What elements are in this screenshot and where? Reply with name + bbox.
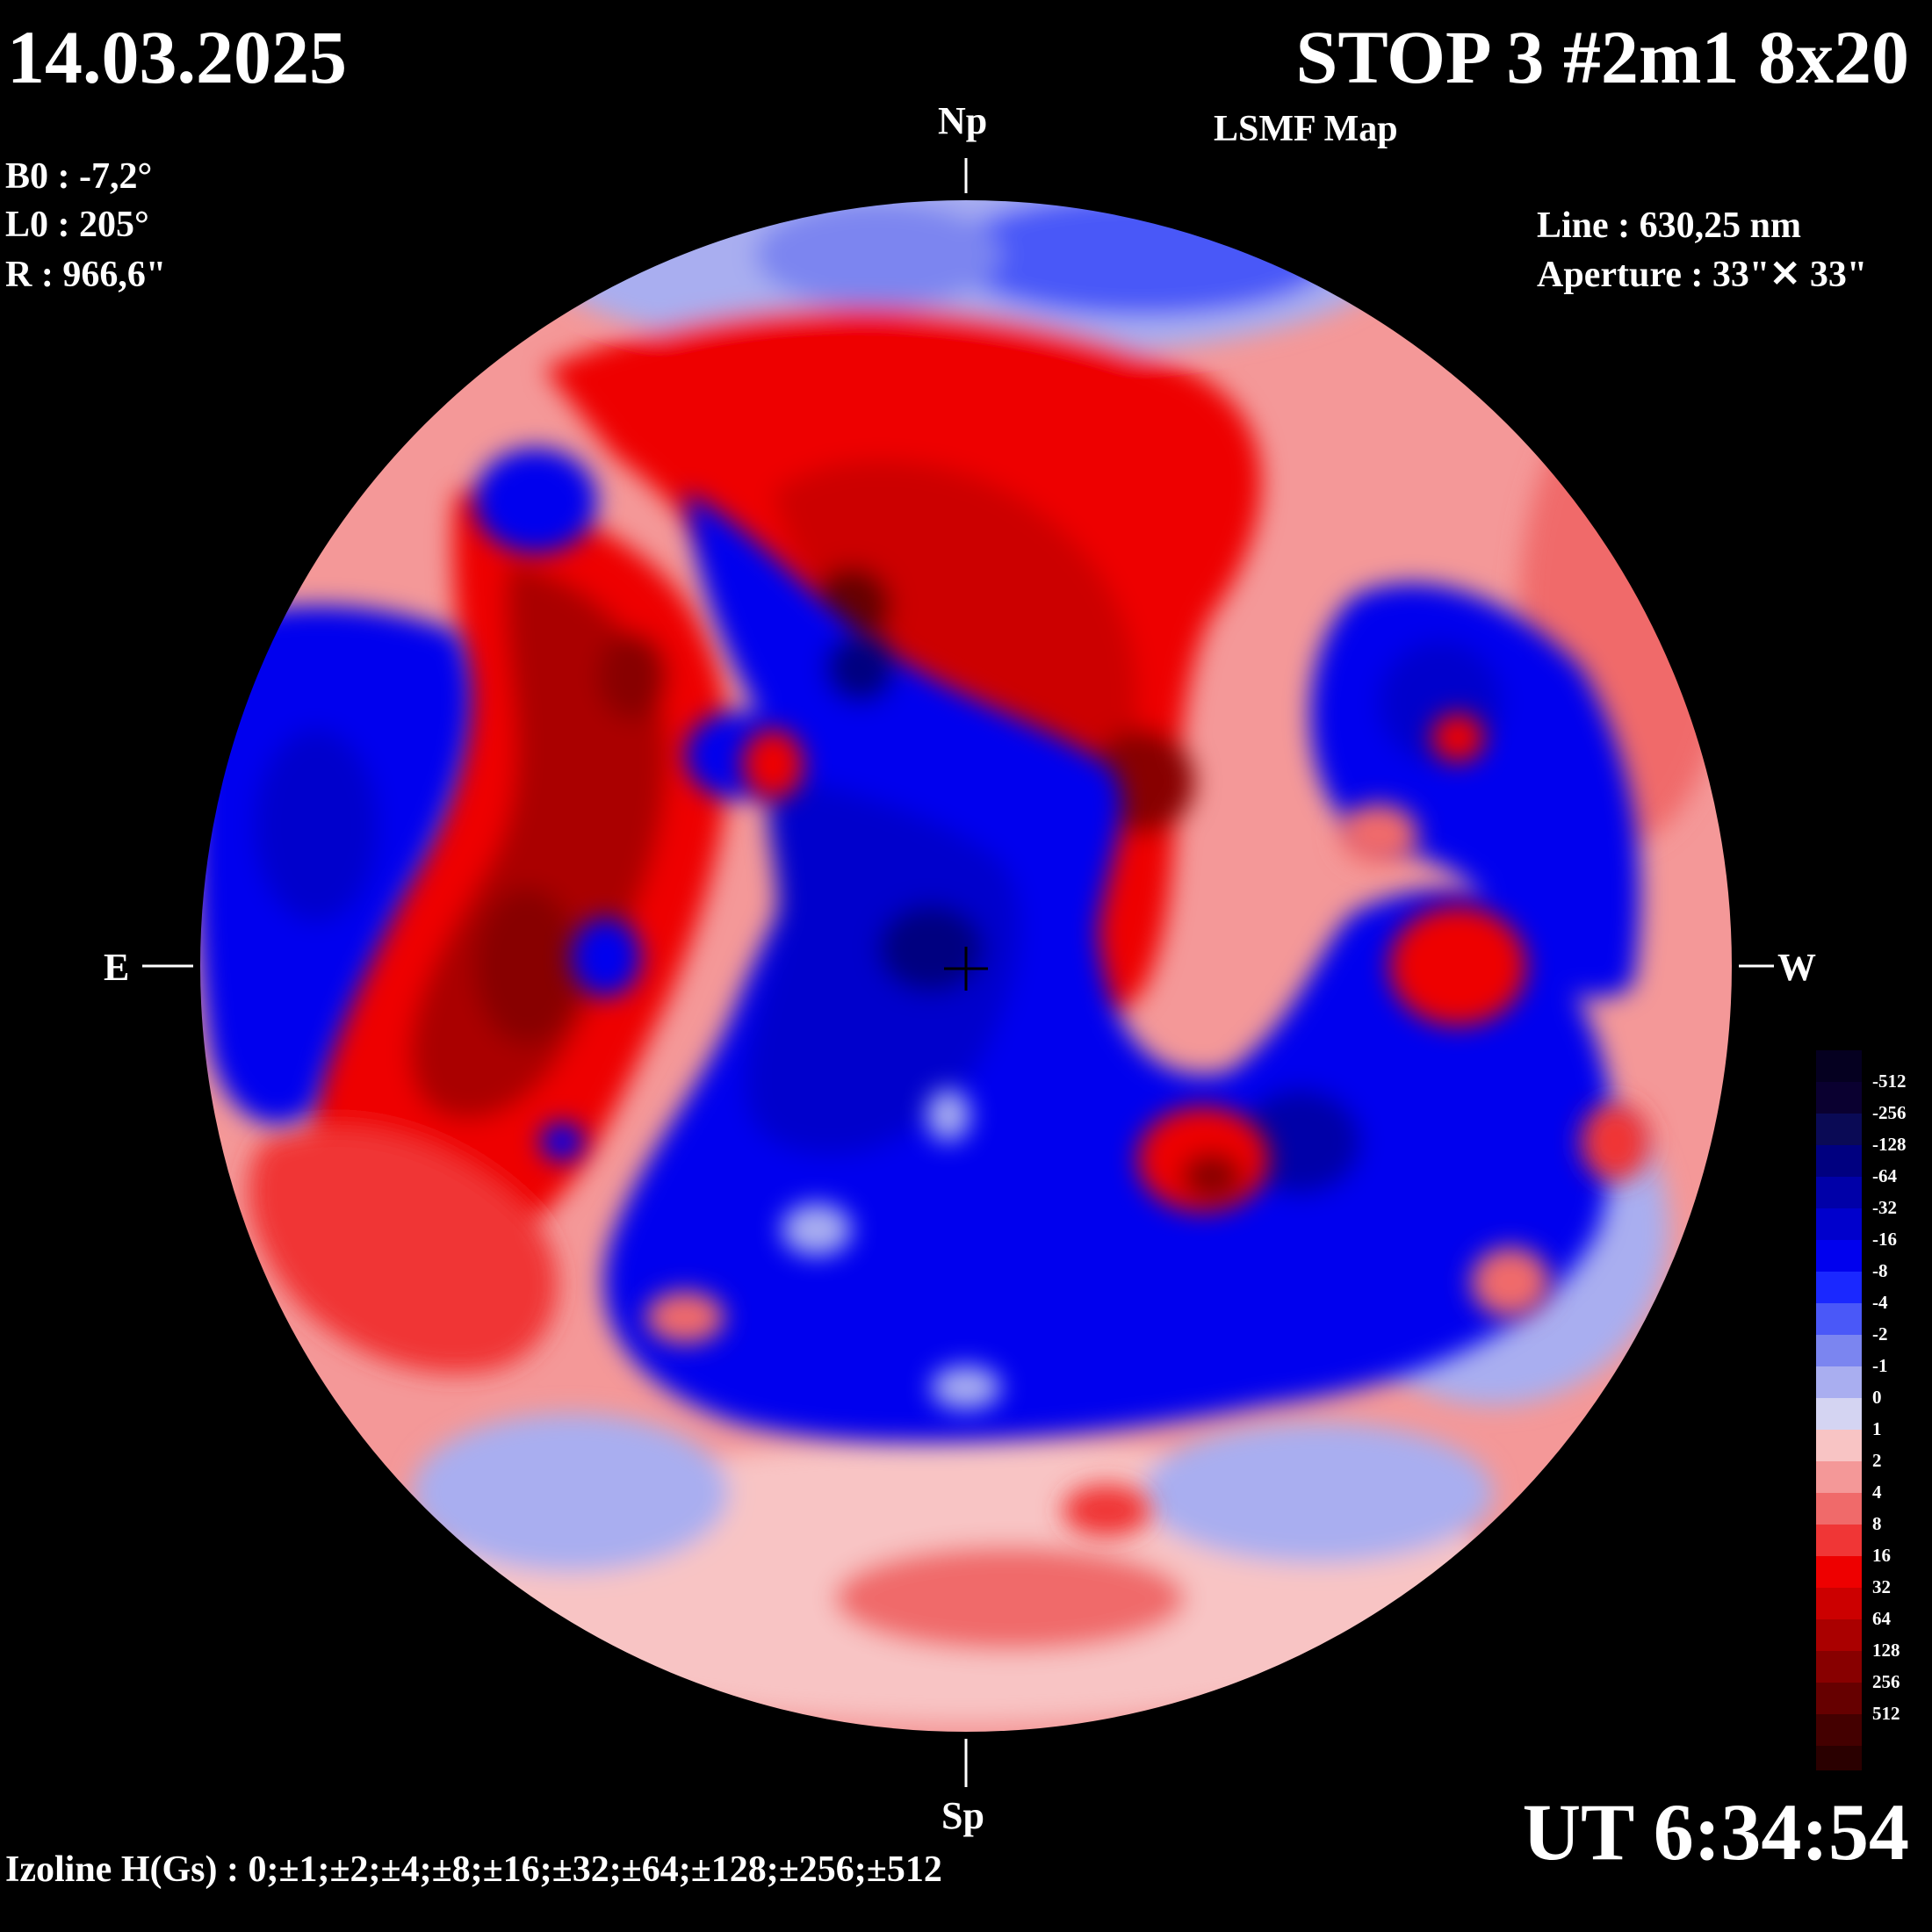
legend-swatch xyxy=(1816,1683,1862,1714)
map-title: STOP 3 #2m1 8x20 xyxy=(1295,15,1909,99)
legend-tick-label: -4 xyxy=(1872,1292,1888,1313)
radius-parameter: R : 966,6" xyxy=(5,255,167,295)
legend-swatch xyxy=(1816,1398,1862,1430)
legend-swatch xyxy=(1816,1114,1862,1145)
legend-tick-label: 128 xyxy=(1872,1640,1900,1661)
spectral-line-label: Line : 630,25 nm xyxy=(1537,205,1802,246)
legend-tick-label: 512 xyxy=(1872,1703,1900,1724)
legend-tick-label: 32 xyxy=(1872,1576,1891,1597)
legend-swatch xyxy=(1816,1619,1862,1651)
legend-tick-label: -1 xyxy=(1872,1355,1888,1376)
legend-swatch xyxy=(1816,1366,1862,1398)
legend-swatch xyxy=(1816,1430,1862,1461)
aperture-label: Aperture : 33"✕ 33" xyxy=(1537,255,1868,295)
color-scale-legend: -512 -256 -128 -64 -32 -16 -8 -4 -2 -1 0 1 2 4 8 16 32 64… xyxy=(1816,1050,1914,1770)
legend-swatch xyxy=(1816,1335,1862,1366)
izoline-levels-label: Izoline H(Gs) : 0;±1;±2;±4;±8;±16;±32;±6… xyxy=(5,1849,942,1890)
legend-swatch xyxy=(1816,1082,1862,1114)
legend-tick-label: 1 xyxy=(1872,1418,1882,1439)
north-pole-label: Np xyxy=(938,99,988,142)
legend-swatch xyxy=(1816,1145,1862,1177)
legend-swatch-top xyxy=(1816,1050,1862,1082)
legend-swatch xyxy=(1816,1588,1862,1619)
date-label: 14.03.2025 xyxy=(7,15,347,99)
legend-tick-label: 16 xyxy=(1872,1545,1891,1566)
legend-swatch xyxy=(1816,1272,1862,1303)
legend-swatch xyxy=(1816,1461,1862,1493)
legend-swatch xyxy=(1816,1303,1862,1335)
legend-swatch xyxy=(1816,1177,1862,1208)
legend-tick-label: -32 xyxy=(1872,1197,1897,1218)
l0-parameter: L0 : 205° xyxy=(5,205,149,245)
west-label: W xyxy=(1777,946,1816,989)
legend-swatch xyxy=(1816,1240,1862,1272)
legend-swatch-bottom xyxy=(1816,1746,1862,1770)
legend-tick-label: -16 xyxy=(1872,1229,1897,1250)
legend-tick-label: -8 xyxy=(1872,1260,1888,1281)
legend-tick-label: -512 xyxy=(1872,1071,1907,1092)
legend-swatch xyxy=(1816,1714,1862,1746)
legend-swatch xyxy=(1816,1208,1862,1240)
legend-tick-label: 0 xyxy=(1872,1387,1882,1408)
legend-tick-label: 4 xyxy=(1872,1481,1882,1503)
legend-tick-label: 2 xyxy=(1872,1450,1882,1471)
legend-swatch xyxy=(1816,1525,1862,1556)
legend-tick-label: 8 xyxy=(1872,1513,1882,1534)
legend-tick-label: -128 xyxy=(1872,1134,1907,1155)
legend-tick-label: 64 xyxy=(1872,1608,1891,1629)
legend-tick-label: -2 xyxy=(1872,1323,1888,1344)
map-subtitle: LSMF Map xyxy=(1214,109,1398,149)
south-pole-label: Sp xyxy=(941,1794,984,1837)
legend-swatch xyxy=(1816,1493,1862,1525)
ut-time-label: UT 6:34:54 xyxy=(1522,1787,1909,1877)
legend-tick-label: -256 xyxy=(1872,1102,1907,1123)
legend-swatch xyxy=(1816,1556,1862,1588)
legend-swatch xyxy=(1816,1651,1862,1683)
legend-tick-label: -64 xyxy=(1872,1165,1897,1186)
east-label: E xyxy=(104,946,130,989)
legend-tick-label: 256 xyxy=(1872,1671,1900,1692)
b0-parameter: B0 : -7,2° xyxy=(5,156,153,197)
